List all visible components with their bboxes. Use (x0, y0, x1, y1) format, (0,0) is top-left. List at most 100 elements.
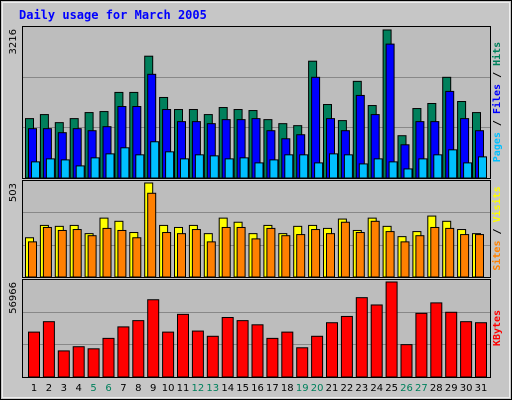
bar (165, 151, 175, 179)
x-tick-label: 16 (251, 383, 264, 394)
bar (460, 234, 470, 278)
bar (400, 241, 410, 278)
legend: Pages / Files / Hits (491, 42, 503, 162)
x-tick-label: 24 (370, 383, 383, 394)
bar (87, 235, 97, 278)
x-tick-label: 2 (46, 383, 52, 394)
x-tick-label: 27 (415, 383, 428, 394)
bar (75, 165, 85, 179)
bar (370, 220, 380, 278)
bar (373, 158, 383, 179)
bar (415, 235, 425, 278)
x-tick-label: 9 (150, 383, 156, 394)
y-tick-label: 3216 (8, 29, 19, 54)
x-tick-label: 1 (31, 383, 37, 394)
bar (28, 241, 37, 278)
bar (45, 158, 55, 179)
bar (388, 161, 398, 179)
x-tick-label: 21 (326, 383, 339, 394)
bar (251, 324, 264, 378)
bar (460, 321, 473, 378)
bar (266, 337, 279, 378)
bar (57, 350, 70, 378)
legend-separator: / (492, 222, 503, 240)
x-tick-label: 3 (61, 383, 67, 394)
x-tick-label: 11 (177, 383, 190, 394)
bar (120, 147, 130, 179)
bar (72, 229, 82, 278)
bar (236, 226, 246, 278)
bar (355, 232, 365, 278)
bar (281, 235, 291, 278)
x-tick-label: 13 (206, 383, 219, 394)
legend-entry: Visits (491, 186, 503, 222)
bar (269, 159, 279, 179)
bar (177, 313, 189, 378)
legend-entry: Pages (492, 132, 503, 162)
bar (102, 337, 115, 378)
bar (194, 154, 204, 179)
bar (385, 281, 398, 378)
bar (117, 229, 127, 278)
bar (475, 322, 487, 378)
bar (132, 320, 145, 378)
x-tick-label: 7 (120, 383, 126, 394)
x-tick-label: 31 (475, 383, 488, 394)
bar (239, 157, 249, 179)
x-tick-label: 6 (105, 383, 111, 394)
bar (90, 157, 100, 179)
bar (191, 229, 201, 278)
bar (162, 331, 175, 378)
bar (475, 234, 484, 278)
bar (236, 320, 249, 378)
bar (42, 321, 55, 378)
x-tick-label: 5 (90, 383, 96, 394)
bar (147, 192, 157, 278)
bar (221, 226, 231, 278)
bar (326, 322, 338, 378)
bar (209, 155, 219, 179)
x-tick-label: 15 (236, 383, 249, 394)
bar (385, 231, 395, 278)
bar (403, 168, 413, 179)
bar (430, 302, 443, 378)
bar (180, 158, 189, 179)
bar (135, 154, 145, 179)
bar (28, 331, 40, 378)
bar (105, 153, 115, 179)
bar (311, 229, 321, 278)
bar (296, 234, 306, 278)
bar (57, 229, 67, 278)
bar (102, 227, 112, 278)
bar (415, 312, 428, 378)
bar (221, 316, 234, 378)
bar (311, 335, 324, 378)
bar (358, 163, 368, 179)
x-tick-label: 14 (221, 383, 234, 394)
bar (117, 326, 130, 378)
x-tick-label: 12 (192, 383, 205, 394)
bar (478, 156, 487, 179)
bar (340, 221, 350, 278)
bar (299, 154, 309, 179)
y-tick-label: 56966 (8, 282, 19, 314)
bar (281, 331, 294, 378)
x-tick-label: 8 (135, 383, 141, 394)
bar (430, 226, 440, 278)
bar (296, 347, 309, 378)
bar (72, 346, 85, 378)
x-tick-label: 10 (162, 383, 175, 394)
x-tick-label: 19 (296, 383, 309, 394)
legend-separator: / (492, 66, 503, 84)
legend-entry: Hits (491, 42, 503, 66)
bar (162, 232, 172, 278)
bar (445, 311, 458, 378)
bar (326, 233, 335, 278)
legend-entry: KBytes (492, 310, 503, 346)
x-tick-label: 28 (430, 383, 443, 394)
bar (251, 238, 261, 278)
legend-entry: Sites (491, 241, 503, 271)
